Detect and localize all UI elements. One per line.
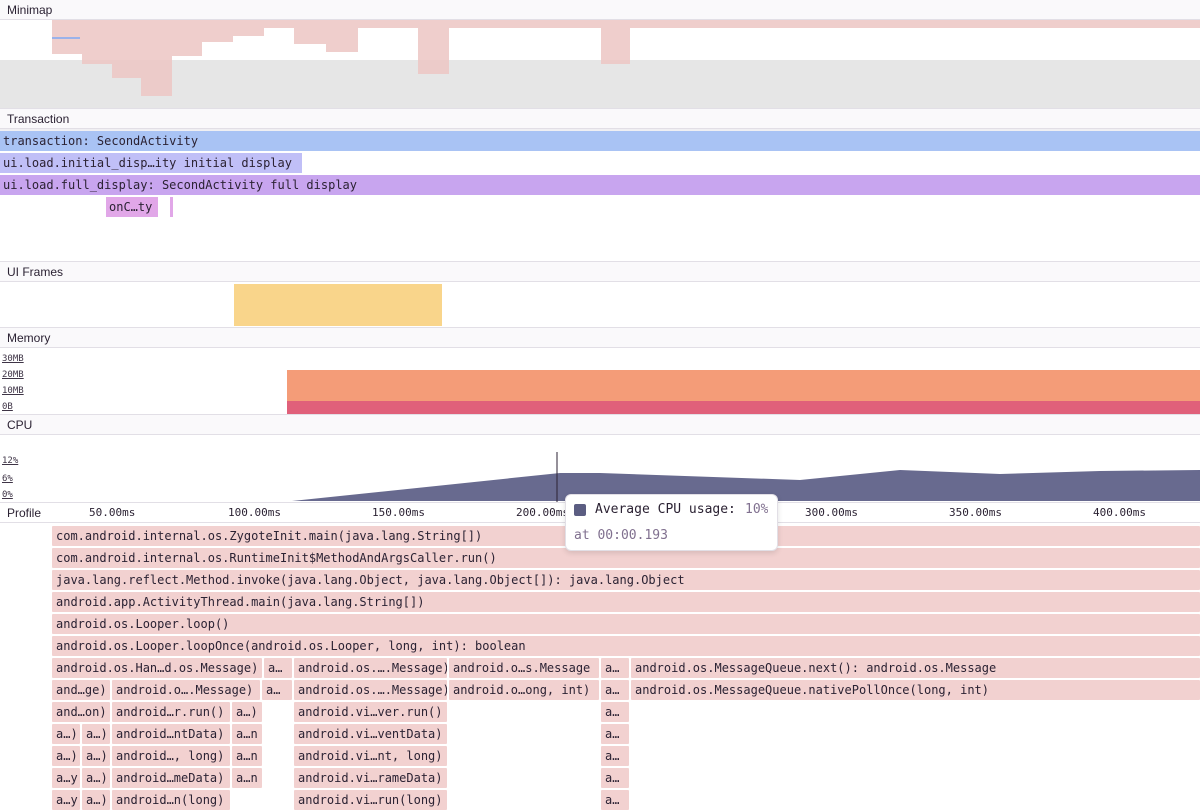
flame-frame[interactable]: android…r.run() — [112, 702, 230, 722]
axis-label: 20MB — [2, 370, 24, 380]
flame-frame[interactable]: a… — [601, 724, 629, 744]
flame-frame[interactable]: android…meData) — [112, 768, 230, 788]
section-header: CPU — [0, 414, 1200, 435]
time-tick-label: 50.00ms — [89, 506, 136, 519]
flame-frame[interactable]: a…) — [82, 768, 110, 788]
section-header: Transaction — [0, 108, 1200, 129]
flame-frame[interactable]: a…) — [52, 724, 80, 744]
flame-frame[interactable]: a…) — [232, 702, 262, 722]
flame-frame[interactable]: com.android.internal.os.RuntimeInit$Meth… — [52, 548, 1200, 568]
axis-label: 30MB — [2, 354, 24, 364]
time-tick-label: 150.00ms — [372, 506, 425, 519]
flame-frame[interactable]: android.os.MessageQueue.nativePollOnce(l… — [631, 680, 1200, 700]
section-header: Memory — [0, 327, 1200, 348]
flame-frame[interactable]: and…ge) — [52, 680, 110, 700]
time-tick-label: 200.00ms — [516, 506, 569, 519]
flame-frame[interactable]: a…y — [52, 790, 80, 810]
flame-frame[interactable]: android.o…ong, int) — [449, 680, 599, 700]
flame-frame[interactable]: a… — [264, 658, 292, 678]
flame-frame[interactable]: android…, long) — [112, 746, 230, 766]
flame-frame[interactable]: android…ntData) — [112, 724, 230, 744]
flame-frame[interactable]: a… — [601, 658, 629, 678]
tooltip-label: Average CPU usage: — [595, 502, 736, 517]
flame-frame[interactable]: a… — [601, 746, 629, 766]
time-tick-label: 350.00ms — [949, 506, 1002, 519]
flame-frame[interactable]: android.os.….Message) — [294, 658, 447, 678]
flame-frame[interactable]: a… — [601, 680, 629, 700]
axis-label: 6% — [2, 474, 13, 484]
tooltip-time: at 00:00.193 — [574, 528, 668, 543]
flame-frame[interactable]: android.os.….Message) — [294, 680, 447, 700]
axis-label: 0% — [2, 490, 13, 500]
section-header: Minimap — [0, 0, 1200, 20]
flame-frame[interactable]: a…) — [82, 746, 110, 766]
flame-frame[interactable]: and…on) — [52, 702, 110, 722]
axis-label: 10MB — [2, 386, 24, 396]
flame-frame[interactable]: android.os.Looper.loopOnce(android.os.Lo… — [52, 636, 1200, 656]
flame-frame[interactable]: a…n — [232, 768, 262, 788]
span[interactable]: onC…ty — [106, 197, 158, 217]
flame-frame[interactable]: android.vi…ver.run() — [294, 702, 447, 722]
flame-frame[interactable]: android.o…s.Message — [449, 658, 599, 678]
flame-frame[interactable]: a… — [601, 768, 629, 788]
flame-frame[interactable]: android.vi…ventData) — [294, 724, 447, 744]
flame-frame[interactable]: a…n — [232, 724, 262, 744]
tooltip: Average CPU usage: 10% at 00:00.193 — [565, 494, 778, 551]
section-header: UI Frames — [0, 261, 1200, 282]
time-tick-label: 300.00ms — [805, 506, 858, 519]
flame-frame[interactable]: android…n(long) — [112, 790, 230, 810]
axis-label: 0B — [2, 402, 13, 412]
flame-frame[interactable]: android.os.Looper.loop() — [52, 614, 1200, 634]
flame-frame[interactable]: a… — [601, 790, 629, 810]
time-tick-label: 400.00ms — [1093, 506, 1146, 519]
span[interactable]: ui.load.full_display: SecondActivity ful… — [0, 175, 1200, 195]
axis-label: 12% — [2, 456, 19, 466]
flame-frame[interactable]: a…) — [52, 746, 80, 766]
span[interactable]: ui.load.initial_disp…ity initial display — [0, 153, 302, 173]
flame-frame[interactable]: a… — [601, 702, 629, 722]
flame-frame[interactable]: android.os.MessageQueue.next(): android.… — [631, 658, 1200, 678]
flame-frame[interactable]: a… — [262, 680, 292, 700]
span[interactable] — [170, 197, 173, 217]
flame-frame[interactable]: a…n — [232, 746, 262, 766]
tooltip-value: 10% — [745, 502, 769, 517]
flame-frame[interactable]: a…) — [82, 724, 110, 744]
span[interactable]: transaction: SecondActivity — [0, 131, 1200, 151]
flame-frame[interactable]: java.lang.reflect.Method.invoke(java.lan… — [52, 570, 1200, 590]
time-tick-label: 100.00ms — [228, 506, 281, 519]
flame-frame[interactable]: android.vi…nt, long) — [294, 746, 447, 766]
flame-frame[interactable]: android.app.ActivityThread.main(java.lan… — [52, 592, 1200, 612]
flame-frame[interactable]: android.o….Message) — [112, 680, 260, 700]
flame-frame[interactable]: android.vi…run(long) — [294, 790, 447, 810]
flame-frame[interactable]: android.os.Han…d.os.Message) — [52, 658, 262, 678]
flame-frame[interactable]: a…) — [82, 790, 110, 810]
flame-frame[interactable]: a…y — [52, 768, 80, 788]
flame-frame[interactable]: android.vi…rameData) — [294, 768, 447, 788]
legend-swatch — [574, 504, 586, 516]
